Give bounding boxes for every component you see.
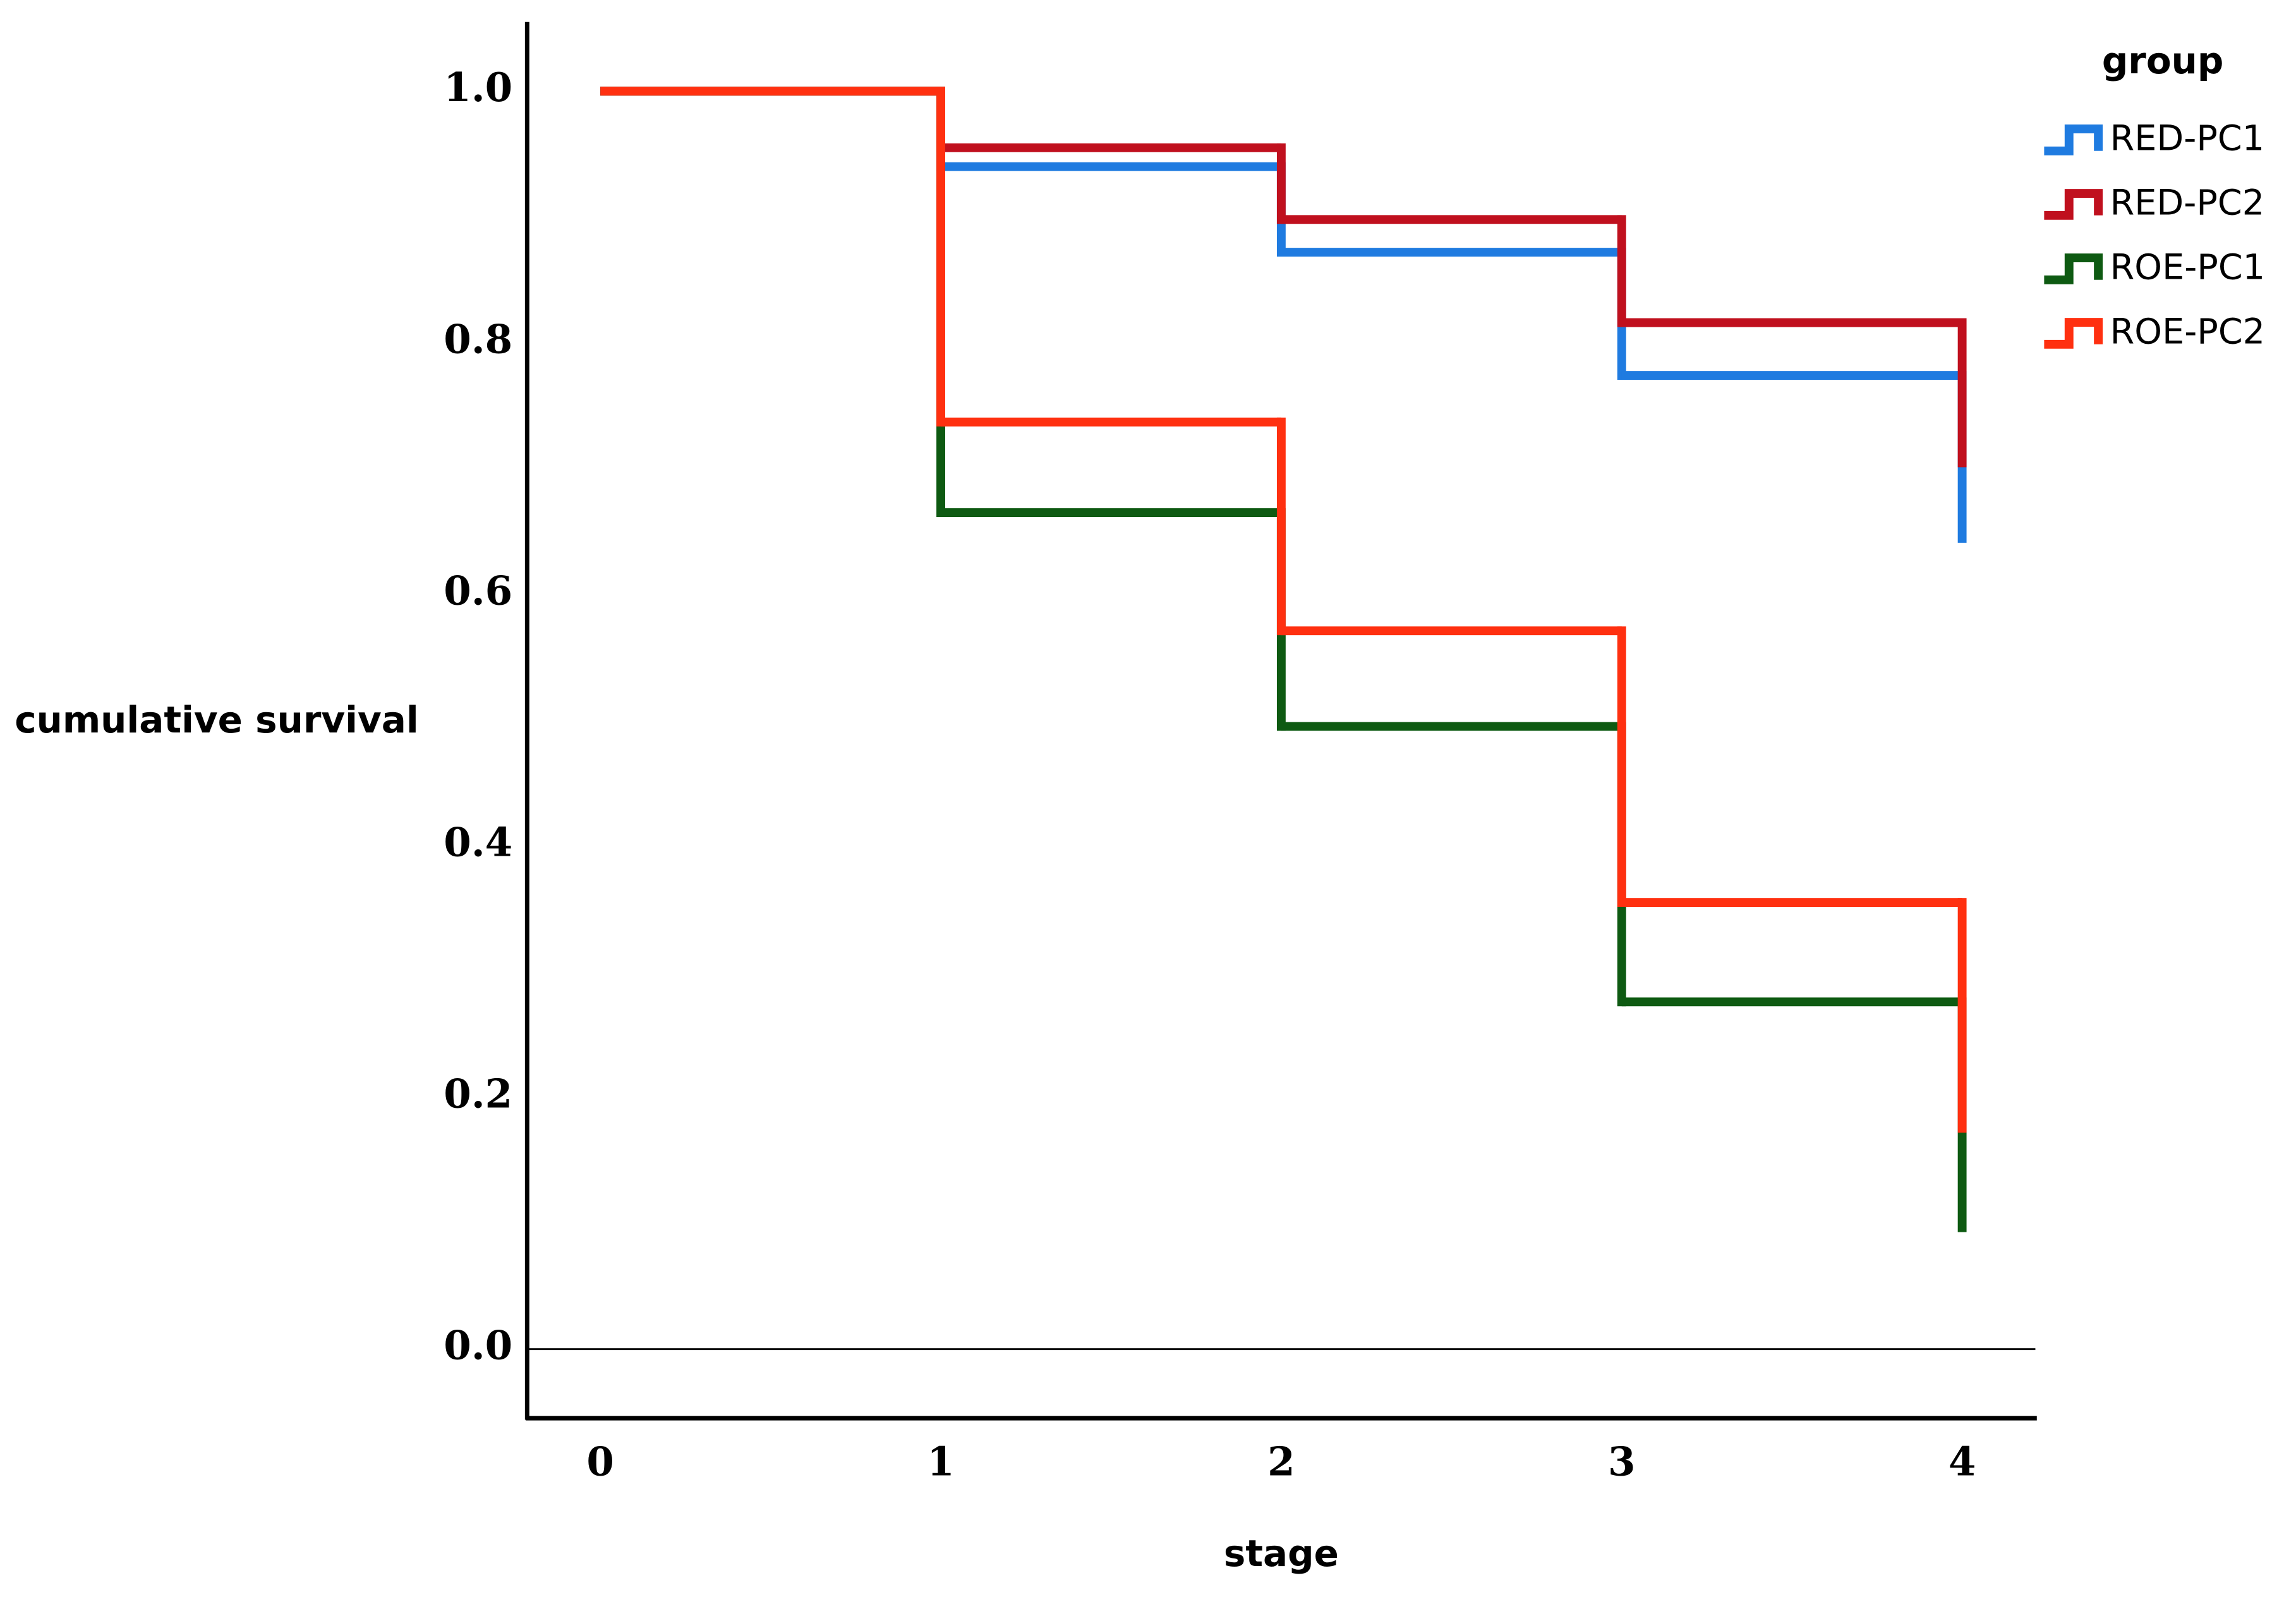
y-tick-label: 1.0 xyxy=(444,64,512,111)
y-axis-label: cumulative survival xyxy=(15,698,419,741)
y-tick-label: 0.4 xyxy=(444,819,512,866)
x-tick-label: 2 xyxy=(1267,1438,1295,1485)
legend-swatch xyxy=(2044,124,2103,155)
legend-label: RED-PC1 xyxy=(2110,118,2264,159)
x-tick-label: 0 xyxy=(586,1438,614,1485)
x-tick-label: 3 xyxy=(1608,1438,1636,1485)
y-tick-label: 0.6 xyxy=(444,567,512,614)
legend-label: ROE-PC2 xyxy=(2110,312,2265,353)
x-tick-label: 1 xyxy=(927,1438,955,1485)
legend-label: ROE-PC1 xyxy=(2110,247,2265,288)
legend-swatch xyxy=(2044,189,2103,220)
legend-label: RED-PC2 xyxy=(2110,183,2264,224)
x-tick-label: 4 xyxy=(1949,1438,1976,1485)
legend-title: group xyxy=(2102,39,2224,82)
x-axis-label: stage xyxy=(1224,1532,1339,1575)
legend-swatch xyxy=(2044,318,2103,349)
legend-swatch xyxy=(2044,253,2103,284)
y-tick-label: 0.0 xyxy=(444,1322,512,1369)
y-tick-label: 0.8 xyxy=(444,315,512,362)
y-tick-label: 0.2 xyxy=(444,1071,512,1117)
